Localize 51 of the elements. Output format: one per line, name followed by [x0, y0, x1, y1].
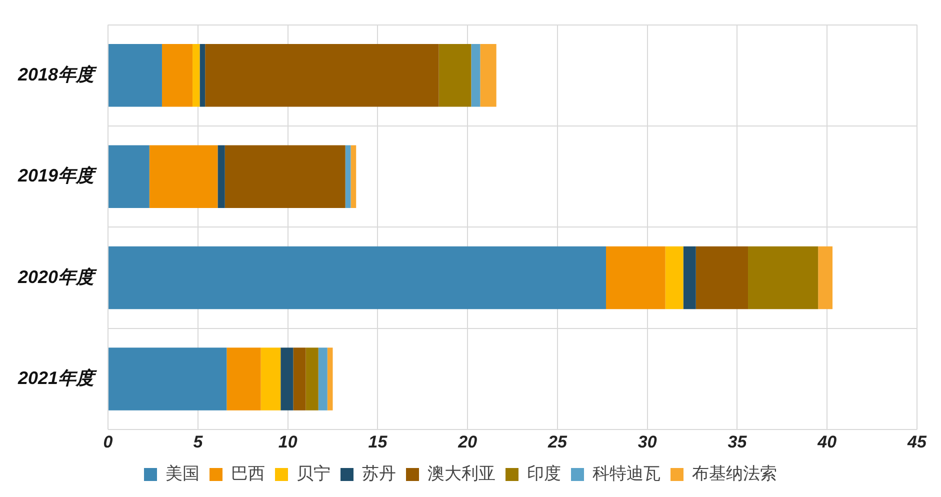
bar — [260, 348, 281, 410]
y-tick-label: 2018年度 — [16, 64, 98, 84]
legend-label: 巴西 — [231, 464, 265, 484]
x-tick-label: 15 — [368, 432, 388, 452]
x-tick-label: 10 — [278, 432, 298, 452]
bar — [748, 246, 818, 310]
bar — [480, 44, 496, 107]
y-tick-label: 2020年度 — [16, 266, 98, 287]
bar — [108, 44, 162, 107]
bar — [108, 246, 606, 310]
y-tick-label: 2019年度 — [16, 166, 98, 186]
bar — [200, 44, 206, 107]
bar — [108, 348, 227, 410]
bar — [306, 348, 318, 410]
bar — [224, 145, 346, 208]
bar — [205, 44, 439, 107]
bar — [696, 246, 748, 310]
bar — [149, 145, 218, 208]
bar — [192, 44, 200, 107]
x-tick-label: 20 — [457, 432, 478, 452]
bar — [471, 44, 480, 107]
bar — [606, 246, 666, 310]
bar — [345, 145, 351, 208]
bar — [438, 44, 472, 107]
y-tick-label: 2021年度 — [16, 368, 98, 388]
bar — [665, 246, 684, 310]
x-tick-label: 5 — [193, 432, 204, 452]
x-tick-label: 40 — [816, 432, 838, 452]
bar — [327, 348, 333, 410]
x-tick-label: 35 — [728, 432, 748, 452]
x-tick-label: 30 — [638, 432, 658, 452]
bar — [108, 145, 150, 208]
legend-label: 科特迪瓦 — [592, 464, 660, 484]
bar — [162, 44, 193, 107]
legend-label: 苏丹 — [362, 464, 396, 484]
legend-label: 美国 — [166, 464, 200, 484]
bar — [218, 145, 225, 208]
legend-label: 贝宁 — [296, 464, 330, 484]
bar — [280, 348, 294, 410]
x-tick-label: 45 — [906, 432, 927, 452]
bar — [818, 246, 833, 310]
bar — [683, 246, 696, 310]
bar — [226, 348, 261, 410]
x-tick-label: 25 — [547, 432, 568, 452]
bar — [350, 145, 356, 208]
bar — [318, 348, 328, 410]
legend-label: 布基纳法索 — [692, 464, 777, 484]
legend-label: 澳大利亚 — [428, 464, 496, 484]
x-tick-label: 0 — [103, 432, 114, 452]
bar — [293, 348, 306, 410]
legend-label: 印度 — [527, 464, 561, 484]
